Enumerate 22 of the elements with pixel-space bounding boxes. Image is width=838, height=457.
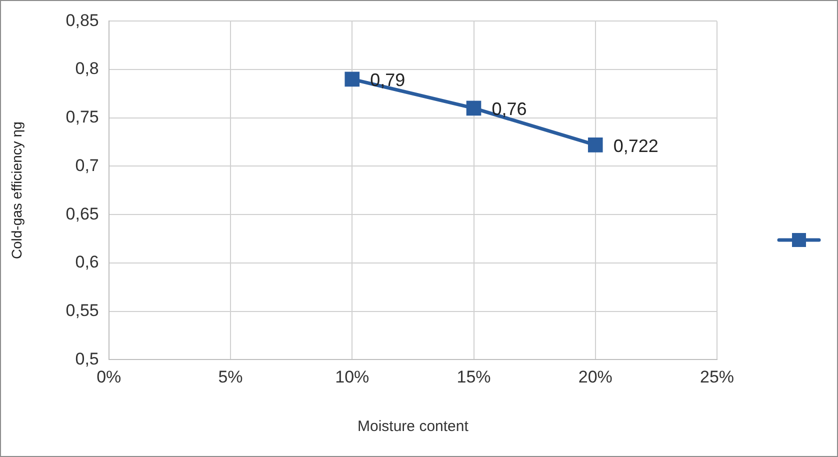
y-tick-label: 0,7	[75, 156, 99, 175]
y-axis-title: Cold-gas efficiency ηg	[8, 122, 24, 260]
data-label: 0,722	[613, 136, 658, 156]
x-tick-label: 10%	[335, 367, 370, 386]
point	[466, 100, 482, 116]
x-tick-label: 20%	[578, 367, 612, 386]
y-tick-label: 0,5	[75, 349, 99, 368]
y-tick-label: 0,6	[75, 252, 99, 272]
point	[344, 72, 360, 87]
y-tick-label: 0,85	[66, 10, 99, 30]
x-tick-label: 0%	[96, 367, 122, 386]
x-axis-title: Moisture content	[358, 418, 470, 436]
x-tick-label: 15%	[456, 367, 491, 386]
y-tick-label: 0,65	[66, 204, 99, 224]
y-tick-label: 0,55	[66, 300, 99, 320]
y-tick-label: 0,75	[66, 108, 99, 127]
x-tick-label: 25%	[700, 367, 734, 386]
data-label: 0,79	[370, 70, 406, 90]
point	[588, 138, 603, 152]
data-label: 0,76	[492, 99, 527, 120]
y-tick-label: 0,8	[75, 59, 99, 78]
x-tick-label: 5%	[218, 367, 243, 386]
